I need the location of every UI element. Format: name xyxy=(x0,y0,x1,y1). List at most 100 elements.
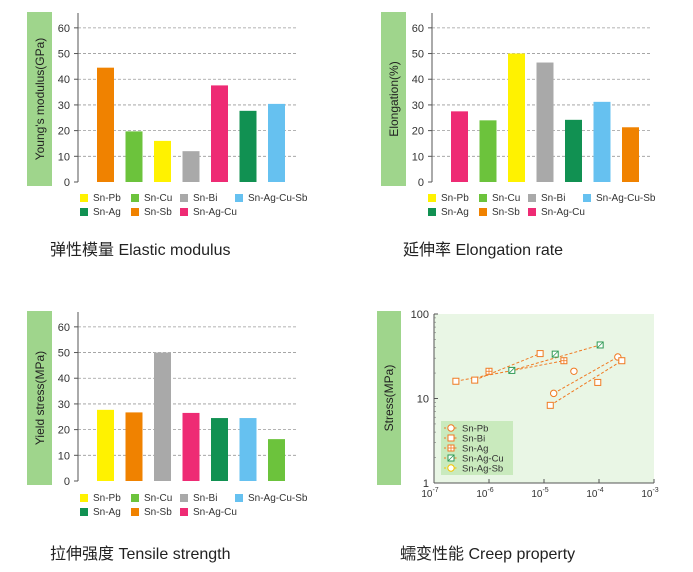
legend-label: Sn-Ag-Cu xyxy=(193,207,237,218)
point-sn-bi xyxy=(452,377,460,385)
y-tick-label: 40 xyxy=(58,74,70,86)
y-tick-label: 60 xyxy=(58,322,70,334)
legend-label: Sn-Ag-Cu-Sb xyxy=(596,193,656,204)
legend-item-sn-pb: Sn-Pb xyxy=(428,193,469,204)
bar-sn-ag xyxy=(565,119,582,182)
trend-line xyxy=(511,344,601,371)
y-tick-label: 50 xyxy=(412,49,424,61)
y-tick-label: 50 xyxy=(58,348,70,360)
legend-item-sn-bi: Sn-Bi xyxy=(528,193,565,204)
legend-swatch xyxy=(131,208,139,216)
legend-label: Sn-Bi xyxy=(541,193,566,204)
legend: Sn-Pb Sn-Cu Sn-Bi Sn-Ag-Cu-Sb Sn-Ag Sn-Sb Sn-A… xyxy=(428,193,693,221)
y-tick-label: 0 xyxy=(418,177,424,188)
x-tick-label: 10-4 xyxy=(586,487,603,500)
chart-caption: 蠕变性能 Creep property xyxy=(400,546,576,563)
legend-label: Sn-Bi xyxy=(193,493,218,504)
bar-sn-sb xyxy=(125,412,143,481)
x-tick-label: 10-6 xyxy=(476,487,493,500)
bar-sn-ag-cu xyxy=(451,111,468,182)
legend-label: Sn-Pb xyxy=(441,193,469,204)
trend-line xyxy=(550,360,623,406)
y-tick-label: 0 xyxy=(64,177,70,188)
y-tick-label: 60 xyxy=(412,23,424,35)
trend-line xyxy=(553,356,619,394)
legend-label: Sn-Cu xyxy=(492,193,521,204)
point-sn-pb xyxy=(570,367,578,375)
legend-item-sn-pb: Sn-Pb xyxy=(80,493,121,504)
legend-item-sn-ag-cu-sb: Sn-Ag-Cu-Sb xyxy=(235,493,307,504)
bar-sn-cu xyxy=(125,131,143,182)
bar-sn-pb xyxy=(154,140,171,182)
legend-item-sn-sb: Sn-Sb xyxy=(479,207,520,218)
legend-label: Sn-Sb xyxy=(492,207,520,218)
y-tick-label: 40 xyxy=(412,74,424,86)
bar-sn-ag xyxy=(211,418,228,481)
legend-label: Sn-Ag xyxy=(93,507,121,518)
bar-sn-bi xyxy=(182,151,200,182)
elastic-modulus-chart: 0 10 20 30 40 50 60 xyxy=(58,13,296,188)
legend-label: Sn-Pb xyxy=(93,493,121,504)
bar-sn-bi xyxy=(536,62,554,182)
y-tick-label: 10 xyxy=(417,394,429,406)
y-tick-label: 100 xyxy=(411,309,429,321)
bar-sn-ag-cu xyxy=(211,85,228,182)
bar-sn-cu xyxy=(268,439,285,481)
bar-sn-pb xyxy=(508,53,525,183)
bar-sn-ag-cu-sb xyxy=(593,101,611,182)
y-tick-label: 50 xyxy=(58,49,70,61)
legend-swatch xyxy=(180,208,188,216)
legend: Sn-Pb Sn-Cu Sn-Bi Sn-Ag-Cu-Sb Sn-Ag Sn-Sb Sn-A… xyxy=(80,193,380,221)
legend-item-sn-cu: Sn-Cu xyxy=(131,493,172,504)
legend-swatch xyxy=(479,208,487,216)
legend-swatch xyxy=(131,494,139,502)
y-tick-label: 30 xyxy=(58,100,70,112)
legend-swatch xyxy=(235,494,243,502)
point-sn-ag-cu xyxy=(551,350,559,358)
legend-label: Sn-Ag xyxy=(93,207,121,218)
legend-swatch xyxy=(80,494,88,502)
x-tick-label: 10-7 xyxy=(421,487,438,500)
legend-item-sn-bi: Sn-Bi xyxy=(444,434,485,445)
y-tick-label: 10 xyxy=(58,151,70,163)
point-sn-ag xyxy=(485,367,493,375)
legend-swatch xyxy=(235,194,243,202)
bar-sn-cu xyxy=(479,120,497,182)
bar-sn-ag-cu-sb xyxy=(268,103,285,182)
legend-item-sn-cu: Sn-Cu xyxy=(479,193,520,204)
legend-swatch xyxy=(528,194,536,202)
legend-swatch xyxy=(479,194,487,202)
legend-item-sn-ag-cu: Sn-Ag-Cu xyxy=(180,207,237,218)
tensile-strength-chart: 0 10 20 30 40 50 60 xyxy=(58,312,296,487)
legend-label: Sn-Sb xyxy=(144,207,172,218)
legend-item-sn-cu: Sn-Cu xyxy=(131,193,172,204)
legend-label: Sn-Bi xyxy=(193,193,218,204)
legend-swatch xyxy=(80,208,88,216)
legend-label: Sn-Sb xyxy=(144,507,172,518)
legend-swatch xyxy=(180,508,188,516)
y-tick-label: 40 xyxy=(58,373,70,385)
legend-item-sn-bi: Sn-Bi xyxy=(180,193,217,204)
x-tick-label: 10-5 xyxy=(531,487,548,500)
legend-item-sn-pb: Sn-Pb xyxy=(80,193,121,204)
bar-sn-sb xyxy=(97,67,114,182)
point-sn-ag-cu xyxy=(508,366,516,374)
point-sn-bi xyxy=(618,357,626,365)
y-tick-label: 20 xyxy=(58,425,70,437)
y-axis-label: Stress(MPa) xyxy=(377,311,401,485)
svg-text:Sn-Bi: Sn-Bi xyxy=(462,434,485,445)
legend-label: Sn-Ag-Cu xyxy=(541,207,585,218)
trend-line xyxy=(455,360,564,382)
y-tick-label: 60 xyxy=(58,23,70,35)
legend-label: Sn-Ag-Cu xyxy=(193,507,237,518)
legend-label: Sn-Pb xyxy=(93,193,121,204)
legend-swatch xyxy=(131,508,139,516)
legend-label: Sn-Ag-Cu-Sb xyxy=(248,493,308,504)
point-sn-bi xyxy=(546,401,554,409)
y-tick-label: 30 xyxy=(412,100,424,112)
y-tick-label: 20 xyxy=(412,126,424,138)
y-axis-label: Young's modulus(GPa) xyxy=(27,12,52,186)
legend-swatch xyxy=(180,494,188,502)
point-sn-pb xyxy=(549,389,558,398)
